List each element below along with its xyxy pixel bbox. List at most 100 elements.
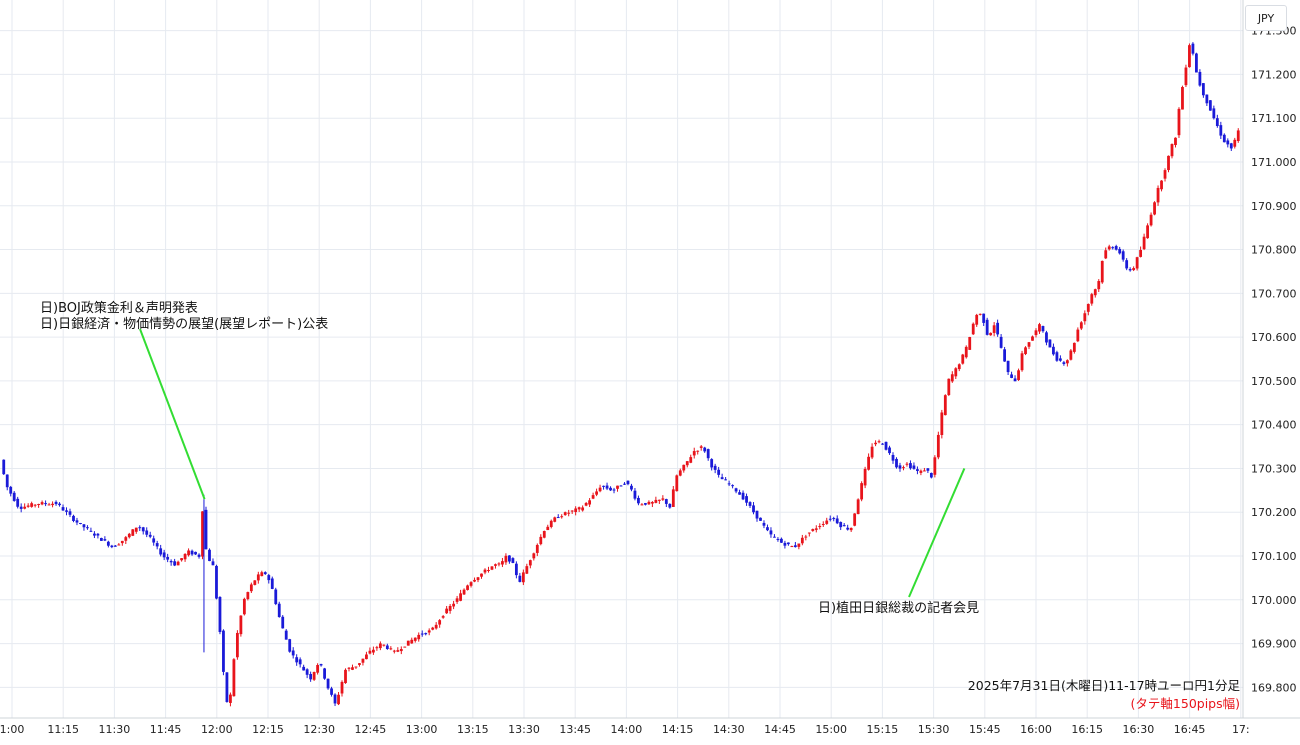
candle-body [2,459,6,475]
candle-body [368,650,372,654]
candle-body [954,368,958,377]
candle-body [811,529,815,531]
candle-body [706,449,710,459]
candle-body [1048,339,1052,348]
candle-body [870,446,874,458]
candle-body [431,627,435,630]
time-tick-label: 11:30 [99,723,131,736]
candle-body [1181,87,1184,110]
candle-body [58,503,61,506]
candle-body [532,553,536,559]
candle-body [1062,362,1066,365]
candle-body [281,616,285,629]
candle-body [1174,137,1177,146]
candle-body [1027,342,1031,347]
candle-body [891,454,895,461]
candle-body [598,487,602,492]
candle-body [1188,45,1191,68]
candle-body [54,501,58,505]
candle-body [89,530,93,532]
candle-body [176,561,180,566]
time-tick-label: 12:00 [201,723,233,736]
candle-body [821,523,825,525]
candle-body [466,585,469,590]
candle-body [982,313,986,323]
candle-body [741,492,745,500]
candle-body [863,468,867,486]
candle-body [971,323,975,335]
candle-body [1201,83,1205,96]
candle-body [710,459,714,468]
candle-body [895,458,898,468]
candle-body [909,463,912,469]
candle-body [330,688,333,695]
candle-body [699,446,703,448]
candle-body [755,510,759,519]
candle-body [1156,187,1160,203]
candle-body [933,457,937,475]
candle-body [291,650,295,656]
candle-body [51,503,54,506]
candle-body [609,487,612,491]
candle-body [685,461,689,466]
annotation-text: 日)BOJ政策金利＆声明発表 [40,300,198,316]
candle-body [612,489,616,491]
candle-body [1059,358,1062,361]
candle-body [950,374,954,382]
time-tick-label: 12:45 [355,723,387,736]
candle-body [326,678,330,689]
candle-body [752,505,755,513]
candle-body [127,533,131,538]
candle-body [1222,134,1226,143]
candle-body [1052,346,1055,355]
candle-body [358,663,361,665]
candle-body [86,527,89,529]
currency-label[interactable]: JPY [1245,5,1287,31]
candle-body [630,485,633,490]
time-tick-label: 15:30 [918,723,950,736]
candle-body [508,555,511,562]
candle-body [570,510,574,512]
candle-body [473,579,476,582]
time-tick-label: 13:45 [559,723,591,736]
candle-body [1013,378,1017,382]
candle-body [968,337,972,350]
price-tick-label: 170.500 [1251,375,1297,388]
annotation-leader-line [908,468,966,598]
candle-body [1055,352,1059,361]
price-axis[interactable]: 169.800 169.900 170.000 170.100 170.200 170.3… [1251,25,1297,695]
candle-body [483,569,487,573]
candle-body [347,667,351,669]
candle-body [1017,370,1020,381]
candle-body [1065,360,1069,364]
candle-body [406,640,410,646]
candle-body [501,561,504,565]
candle-body [79,522,82,524]
candle-body [382,644,386,646]
candle-body [832,518,836,520]
candle-body [378,643,382,649]
candle-body [1093,289,1097,296]
candle-body [344,669,347,684]
time-axis[interactable]: 1:00 11:15 11:30 11:45 12:00 12:15 12:30 12:45 1… [0,723,1250,736]
candle-body [201,511,204,557]
candle-body [919,470,923,473]
chart-footer-note: (タテ軸150pips幅) [1131,696,1240,711]
candle-body [675,475,679,492]
candle-body [68,511,72,515]
price-tick-label: 171.000 [1251,156,1297,169]
candle-body [448,605,452,611]
candle-body [274,589,278,605]
candle-body [678,470,682,476]
candle-body [790,546,794,548]
candle-body [588,500,592,505]
candle-body [818,525,822,528]
price-tick-label: 170.400 [1251,419,1297,432]
candle-body [316,665,320,673]
candle-body [106,541,110,546]
candle-body [807,532,811,534]
candle-body [511,558,515,563]
candle-body [197,554,201,557]
candle-body [211,561,215,566]
time-tick-label: 1:00 [0,723,24,736]
